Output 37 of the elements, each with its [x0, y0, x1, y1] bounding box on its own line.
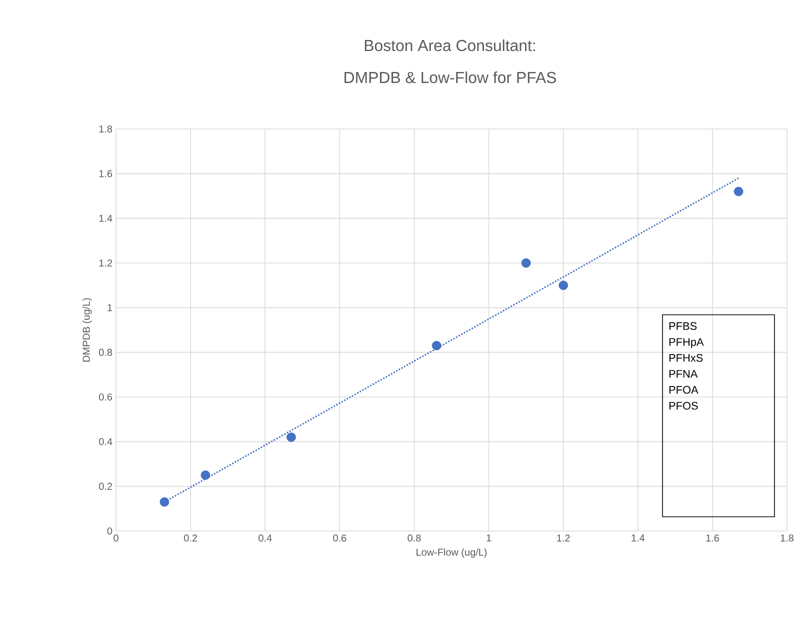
x-tick-label: 0 — [114, 534, 118, 542]
x-axis-title: Low-Flow (ug/L) — [416, 548, 487, 558]
x-tick-label: 0.8 — [408, 534, 421, 542]
x-tick-label: 1 — [486, 534, 492, 542]
annotation: PFOA — [669, 386, 698, 394]
point — [160, 497, 170, 507]
chart-title: Boston Area Consultant: — [364, 39, 535, 52]
chart-subtitle: DMPDB & Low-Flow for PFAS — [344, 71, 556, 84]
y-tick-label: 0 — [107, 527, 112, 535]
x-tick-label: 1.4 — [632, 534, 645, 542]
y-tick-label: 1.6 — [99, 170, 112, 178]
point — [521, 258, 531, 268]
x-tick-label: 0.2 — [184, 534, 197, 542]
point — [200, 470, 210, 480]
x-tick-label: 1.8 — [780, 534, 794, 542]
point — [734, 186, 744, 196]
y-tick-label: 1 — [108, 304, 112, 312]
annotation: PFHpA — [669, 338, 704, 348]
y-tick-label: 1.8 — [99, 125, 112, 133]
y-tick-label: 0.2 — [99, 482, 112, 490]
y-tick-label: 1.2 — [99, 260, 112, 266]
annotation: PFBS — [669, 322, 697, 330]
y-tick-label: 0.4 — [99, 438, 112, 446]
annotation: PFOS — [669, 402, 698, 410]
annotation: PFHxS — [669, 354, 703, 362]
x-tick-label: 0.6 — [333, 534, 346, 542]
point — [432, 340, 442, 350]
x-tick-label: 0.4 — [258, 534, 272, 542]
y-axis-title: DMPDB (ug/L) — [82, 298, 92, 362]
x-tick-label: 1.6 — [706, 534, 719, 542]
y-tick-label: 0.8 — [99, 348, 112, 356]
point — [558, 280, 568, 290]
point — [286, 432, 296, 442]
y-tick-label: 1.4 — [99, 214, 112, 222]
y-tick-label: 0.6 — [99, 393, 112, 401]
annotation: PFNA — [669, 370, 698, 378]
x-tick-label: 1.2 — [557, 534, 570, 542]
